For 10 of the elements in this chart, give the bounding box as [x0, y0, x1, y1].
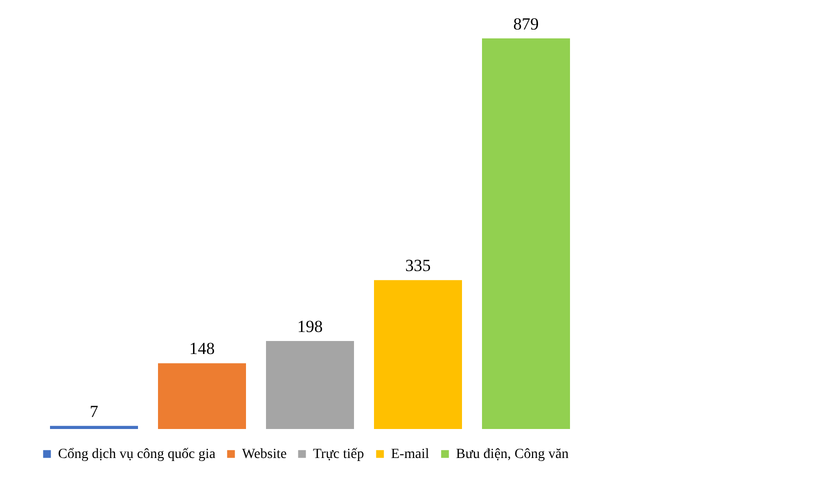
- data-label: 7: [90, 402, 99, 421]
- data-label: 198: [297, 317, 323, 336]
- data-label: 335: [405, 256, 431, 276]
- legend-label: Cổng dịch vụ công quốc gia: [58, 447, 216, 462]
- data-label: 879: [513, 14, 539, 34]
- legend-label: Website: [242, 447, 287, 462]
- data-label: 148: [189, 339, 215, 358]
- legend-label: Bưu điện, Công văn: [456, 447, 569, 462]
- legend-label: E-mail: [391, 447, 430, 462]
- legend-label: Trực tiếp: [313, 447, 364, 462]
